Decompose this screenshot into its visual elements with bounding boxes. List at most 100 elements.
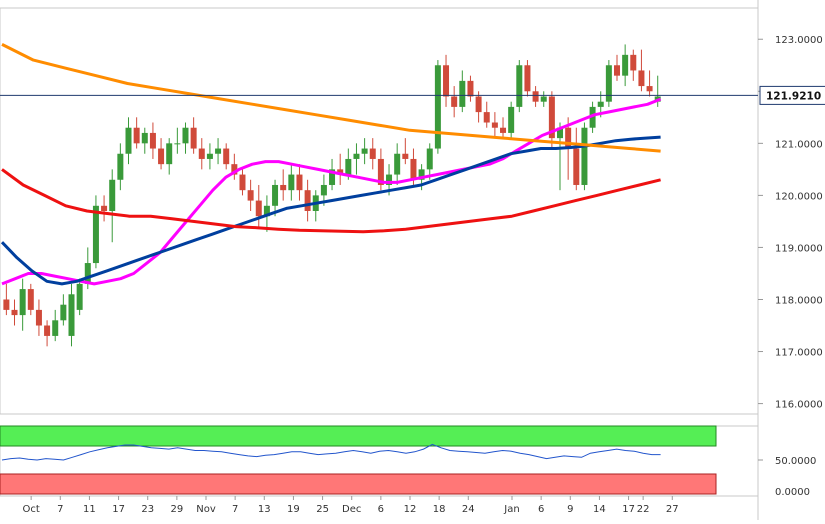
candle [27,283,34,316]
x-tick-label: 17 [622,504,635,515]
x-tick-label: 7 [57,504,63,515]
candle-body [52,320,59,336]
candle-body [117,153,124,180]
candle [581,122,588,191]
candle [548,91,555,149]
candle-body [516,65,523,107]
candle [35,299,42,336]
candle [280,169,287,201]
candle-body [451,96,458,107]
candle-body [304,190,311,211]
candle-body [557,127,564,139]
candle-body [394,153,401,175]
candle [19,278,26,331]
candle-body [296,174,303,191]
candle [166,138,173,175]
candle [158,138,165,170]
candle-body [483,112,490,123]
candle [76,278,83,316]
candle [215,138,222,165]
candle-body [158,148,165,165]
x-tick-label: 12 [404,504,417,515]
rsi-overbought-band [0,425,717,447]
candle-body [589,106,596,128]
candle [272,179,279,217]
candle [630,49,637,81]
x-tick-label: 29 [170,504,183,515]
candle [11,299,18,326]
candle-body [443,65,450,97]
candle-body [622,54,629,76]
candle-body [524,65,531,92]
x-tick-label: 6 [538,504,544,515]
candle-body [548,96,555,139]
y-tick-label: 117.0000 [775,348,823,359]
candle-body [646,86,653,92]
candle-body [361,148,368,154]
candle [182,122,189,154]
candle [443,54,450,107]
candle [223,143,230,170]
candle [589,101,596,133]
candle-body [329,169,336,185]
x-tick-label: 14 [593,504,606,515]
candle [353,143,360,175]
candle [68,283,75,347]
candle-body [573,148,580,185]
candle [329,158,336,191]
candle-body [540,96,547,102]
moving-average-line [0,135,661,286]
candle [532,86,539,107]
candle [296,164,303,201]
candle [483,101,490,128]
x-tick-label: 19 [287,504,300,515]
candle-body [101,205,108,211]
candle-body [597,101,604,107]
candle [459,70,466,113]
candle [491,112,498,139]
candle-body [614,65,621,76]
main-panel-frame [0,7,759,415]
x-tick-label: 27 [666,504,679,515]
candle [337,153,344,185]
rsi-tick-label: 0.0000 [775,487,810,498]
candle-body [76,283,83,310]
candle [361,138,368,165]
moving-average-line [1,43,661,153]
candle [101,195,108,222]
x-tick-label: Oct [22,504,39,515]
rsi-tick-label: 50.0000 [775,456,816,467]
candle-body [198,148,205,159]
candle [369,138,376,170]
candle [304,179,311,222]
y-tick-label: 123.0000 [775,35,823,46]
rsi-line [1,443,661,461]
x-tick-label: Nov [196,504,216,515]
candle [149,122,156,159]
candle [109,169,116,243]
x-tick-label: 7 [232,504,238,515]
current-price-text: 121.9210 [766,90,821,102]
candle-body [337,169,344,175]
moving-average-line [1,168,661,234]
candle-body [133,127,140,144]
candle [206,143,213,170]
candle [508,101,515,139]
candle-body [263,205,270,217]
x-tick-label: 17 [112,504,125,515]
current-price-tag [759,85,825,105]
candle [60,294,67,326]
candle-body [11,309,18,316]
candle-body [434,65,441,149]
candle [52,309,59,342]
candle-body [386,174,393,185]
rsi-oversold-band [0,473,717,495]
candle-body [418,169,425,180]
candle-body [605,65,612,102]
x-tick-label: 9 [567,504,573,515]
candle-body [459,80,466,107]
candle [434,60,441,154]
x-tick-label: Dec [342,504,361,515]
candle-body [125,127,132,154]
